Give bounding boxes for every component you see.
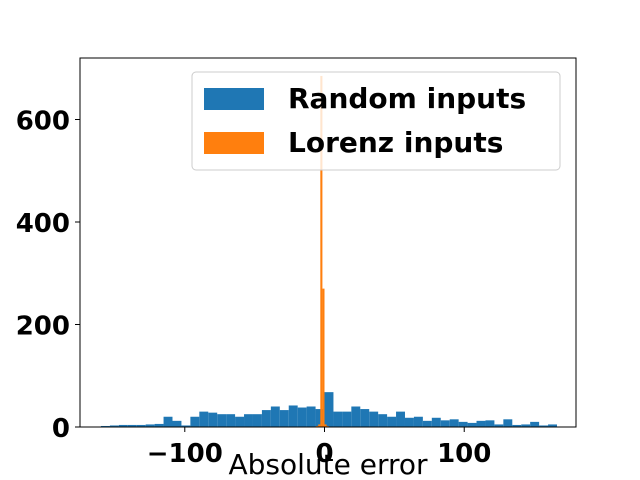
bar-random-25 [324, 392, 334, 427]
bar-random-33 [396, 411, 405, 427]
x-tick-label-2: 100 [437, 439, 491, 469]
x-tick-label-0: −100 [147, 439, 223, 469]
legend-swatch-random [204, 88, 264, 110]
bar-random-0 [100, 425, 110, 427]
legend-label-lorenz: Lorenz inputs [288, 126, 503, 159]
bar-random-18 [261, 410, 271, 427]
bar-random-36 [422, 420, 432, 427]
bar-random-21 [288, 405, 298, 427]
bar-random-29 [360, 409, 370, 427]
bar-random-50 [548, 424, 557, 427]
axes-layer: −100 0 100 0 200 400 600 [16, 107, 492, 470]
bar-random-5 [145, 424, 155, 427]
bar-random-15 [235, 416, 245, 427]
legend-label-random: Random inputs [288, 82, 526, 115]
bar-random-7 [163, 416, 173, 427]
bar-lorenz-0 [316, 425, 319, 427]
bar-random-38 [440, 420, 450, 427]
bar-random-14 [226, 414, 236, 427]
bar-lorenz-4 [324, 424, 327, 427]
bar-random-9 [181, 425, 191, 427]
bar-random-30 [369, 411, 379, 427]
bar-random-41 [467, 422, 477, 427]
bar-lorenz-3 [322, 288, 325, 427]
bar-random-46 [512, 424, 522, 427]
bar-random-37 [431, 417, 441, 427]
bar-random-22 [297, 407, 307, 427]
bar-random-17 [252, 414, 262, 427]
bar-random-31 [378, 414, 388, 427]
bar-random-26 [333, 411, 343, 427]
bar-random-10 [190, 416, 200, 427]
bar-random-44 [494, 424, 504, 427]
bar-random-28 [351, 406, 361, 427]
bar-random-49 [539, 425, 549, 427]
bar-random-47 [521, 424, 531, 427]
bar-random-35 [413, 416, 423, 427]
bar-random-27 [342, 411, 352, 427]
bar-random-11 [199, 411, 209, 427]
legend-box [191, 71, 561, 171]
bar-random-23 [306, 406, 316, 427]
bar-random-19 [270, 406, 280, 427]
y-tick-label-0: 0 [52, 414, 70, 444]
bar-lorenz-1 [318, 424, 321, 427]
bar-random-42 [476, 420, 486, 427]
bar-random-32 [387, 416, 397, 427]
bar-random-3 [127, 424, 137, 427]
bar-random-4 [136, 424, 146, 427]
x-tick-label-1: 0 [315, 439, 333, 469]
bar-random-2 [118, 424, 128, 427]
bar-random-16 [244, 414, 253, 427]
legend: Random inputs Lorenz inputs [191, 71, 561, 171]
bar-random-43 [485, 420, 495, 427]
bar-random-34 [404, 417, 414, 427]
plot-frame [79, 57, 577, 428]
y-tick-label-3: 600 [16, 107, 70, 137]
bar-lorenz-5 [326, 425, 329, 427]
bar-random-45 [503, 419, 513, 427]
x-axis-label: Absolute error [228, 448, 428, 480]
bar-random-13 [217, 414, 227, 427]
bar-random-39 [449, 419, 459, 427]
legend-swatch-lorenz [204, 132, 264, 154]
bar-random-1 [109, 425, 119, 427]
bar-random-40 [458, 421, 468, 427]
bar-random-48 [530, 421, 540, 427]
bar-random-6 [154, 423, 164, 427]
bar-random-12 [208, 412, 218, 427]
bar-random-20 [279, 410, 289, 427]
y-tick-label-2: 400 [16, 209, 70, 239]
bars-layer [100, 75, 557, 427]
bar-lorenz-2 [320, 75, 323, 427]
y-tick-label-1: 200 [16, 312, 70, 342]
bar-random-24 [315, 409, 325, 427]
bar-random-8 [172, 420, 182, 427]
